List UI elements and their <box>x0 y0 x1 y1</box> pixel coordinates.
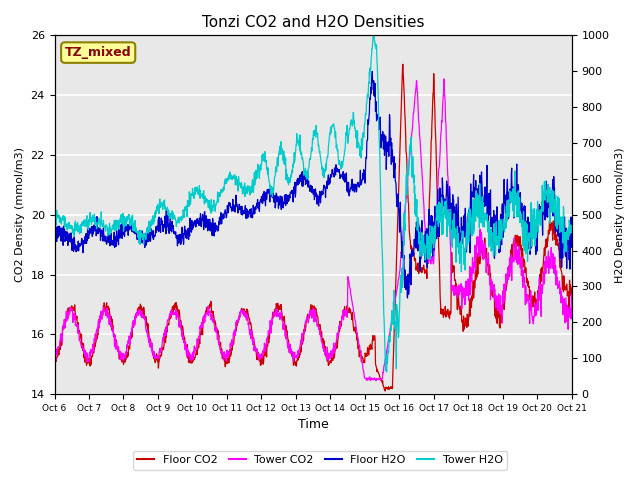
Tower CO2 <box>153 354 161 360</box>
Tower H2O <box>461 250 469 255</box>
Tower H2O <box>51 218 58 224</box>
Tower CO2 <box>223 349 231 355</box>
Line: Floor H2O: Floor H2O <box>54 72 572 298</box>
Floor CO2 <box>507 254 515 260</box>
Floor CO2 <box>568 285 575 291</box>
Legend: Floor CO2, Tower CO2, Floor H2O, Tower H2O: Floor CO2, Tower CO2, Floor H2O, Tower H… <box>133 451 507 469</box>
Tower H2O <box>383 369 390 375</box>
Tower CO2 <box>51 350 58 356</box>
Tower H2O <box>394 315 402 321</box>
Y-axis label: H2O Density (mmol/m3): H2O Density (mmol/m3) <box>615 147 625 283</box>
Tower CO2 <box>394 283 401 288</box>
Line: Floor CO2: Floor CO2 <box>54 64 572 391</box>
Tower CO2 <box>440 76 448 82</box>
X-axis label: Time: Time <box>298 419 328 432</box>
Floor H2O <box>507 195 515 201</box>
Floor CO2 <box>153 357 161 363</box>
Tower CO2 <box>166 312 173 318</box>
Tower CO2 <box>568 296 575 302</box>
Floor CO2 <box>394 229 401 235</box>
Text: TZ_mixed: TZ_mixed <box>65 46 131 59</box>
Floor H2O <box>404 295 412 301</box>
Tower H2O <box>568 223 575 229</box>
Floor CO2 <box>381 388 389 394</box>
Floor CO2 <box>223 360 231 366</box>
Tower CO2 <box>461 293 469 299</box>
Title: Tonzi CO2 and H2O Densities: Tonzi CO2 and H2O Densities <box>202 15 424 30</box>
Tower H2O <box>223 176 231 182</box>
Line: Tower H2O: Tower H2O <box>54 36 572 372</box>
Tower H2O <box>369 33 377 38</box>
Line: Tower CO2: Tower CO2 <box>54 79 572 381</box>
Floor H2O <box>461 205 469 211</box>
Floor H2O <box>568 226 575 232</box>
Tower H2O <box>153 207 161 213</box>
Tower CO2 <box>372 378 380 384</box>
Floor CO2 <box>51 354 58 360</box>
Floor H2O <box>51 239 58 245</box>
Floor H2O <box>223 203 231 208</box>
Floor CO2 <box>166 313 173 319</box>
Tower H2O <box>507 199 515 204</box>
Y-axis label: CO2 Density (mmol/m3): CO2 Density (mmol/m3) <box>15 147 25 282</box>
Floor CO2 <box>461 315 469 321</box>
Tower H2O <box>166 213 173 218</box>
Floor H2O <box>153 223 161 229</box>
Tower CO2 <box>507 257 515 263</box>
Floor CO2 <box>399 61 406 67</box>
Floor H2O <box>369 69 376 74</box>
Floor H2O <box>166 221 173 227</box>
Floor H2O <box>394 192 401 198</box>
